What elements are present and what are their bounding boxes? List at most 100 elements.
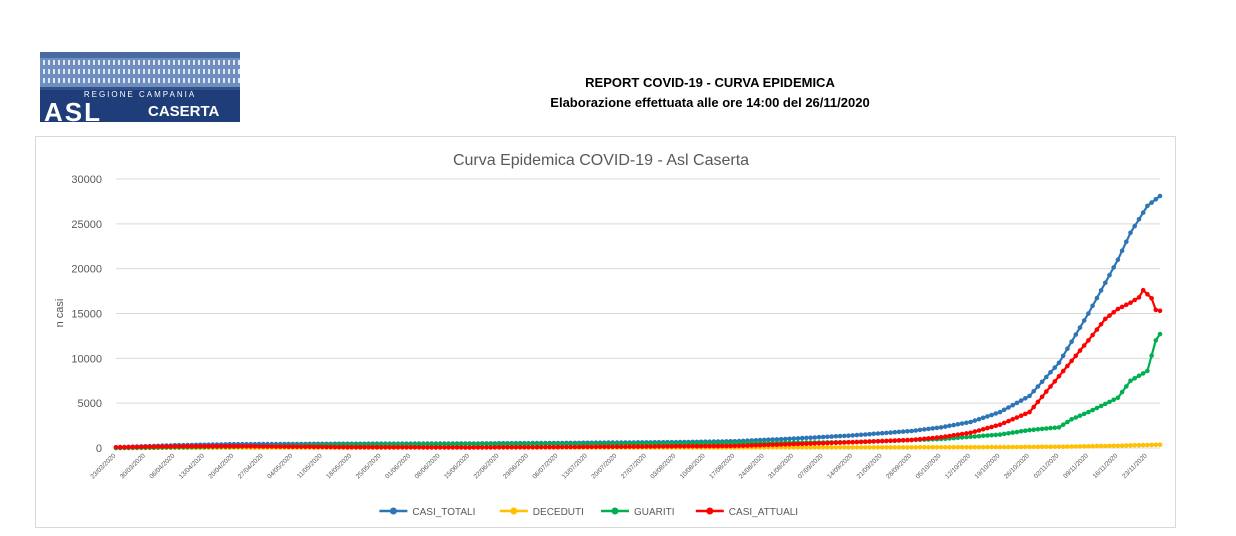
data-point <box>391 445 397 450</box>
data-point <box>934 425 940 431</box>
data-point <box>1153 197 1159 202</box>
y-tick-label: 25000 <box>71 219 102 231</box>
data-point <box>943 434 948 439</box>
x-tick-label: 29/06/2020 <box>502 452 530 480</box>
data-point <box>1145 368 1150 374</box>
x-tick-label: 13/07/2020 <box>561 452 589 480</box>
data-point <box>972 418 978 423</box>
data-point <box>922 436 927 442</box>
data-point <box>858 439 864 445</box>
data-point <box>922 445 927 450</box>
data-point <box>1090 332 1095 338</box>
data-point <box>799 441 805 447</box>
data-point <box>955 422 961 427</box>
legend-marker-guariti <box>611 507 619 515</box>
data-point <box>530 444 536 450</box>
data-point <box>1039 444 1045 450</box>
data-point <box>900 438 906 443</box>
data-point <box>863 432 868 437</box>
data-point <box>938 445 944 450</box>
x-tick-label: 22/06/2020 <box>473 452 501 480</box>
data-point <box>408 445 414 450</box>
data-point <box>854 445 860 450</box>
data-point <box>1023 396 1028 401</box>
data-point <box>1077 413 1083 419</box>
data-point <box>795 441 801 447</box>
data-point <box>1157 308 1163 314</box>
x-tick-label: 26/10/2020 <box>1003 452 1031 480</box>
data-point <box>265 444 270 449</box>
data-point <box>433 445 439 450</box>
data-point <box>261 444 266 449</box>
data-point <box>1107 272 1112 278</box>
data-point <box>1145 291 1150 297</box>
x-tick-label: 17/08/2020 <box>708 452 736 480</box>
data-point <box>774 442 780 448</box>
data-point <box>1111 397 1116 403</box>
data-point <box>850 445 855 450</box>
data-point <box>791 445 797 450</box>
data-point <box>976 428 982 433</box>
x-tick-label: 19/10/2020 <box>973 452 1001 480</box>
data-point <box>846 445 851 450</box>
data-point <box>206 444 211 449</box>
data-point <box>496 441 502 447</box>
data-point <box>160 444 165 449</box>
data-point <box>332 444 338 450</box>
data-point <box>854 432 860 438</box>
data-point <box>1086 444 1091 449</box>
data-point <box>168 444 173 449</box>
x-tick-label: 18/05/2020 <box>325 452 353 480</box>
data-point <box>307 444 312 450</box>
data-point <box>1060 422 1066 428</box>
data-point <box>795 436 801 441</box>
data-point <box>943 445 948 450</box>
x-tick-label: 25/05/2020 <box>355 452 383 480</box>
data-point <box>1018 398 1024 403</box>
data-point <box>155 444 161 449</box>
data-point <box>1056 360 1062 366</box>
data-point <box>1035 399 1041 405</box>
data-point <box>370 444 376 450</box>
data-point <box>791 441 797 447</box>
data-point <box>850 439 855 445</box>
legend: CASI_TOTALI DECEDUTI GUARITI CASI_ATTUALI <box>379 507 798 518</box>
data-point <box>513 445 519 450</box>
data-point <box>1136 373 1142 379</box>
data-point <box>879 445 885 450</box>
data-point <box>1023 411 1028 417</box>
data-point <box>846 440 851 445</box>
data-point <box>976 416 982 422</box>
data-point <box>1081 411 1087 417</box>
x-tick-label: 04/05/2020 <box>266 452 294 480</box>
data-point <box>1048 384 1053 389</box>
data-point <box>892 438 898 443</box>
x-tick-label: 06/07/2020 <box>531 452 559 480</box>
data-point <box>488 445 494 450</box>
data-point <box>374 445 380 450</box>
data-point <box>1132 376 1137 381</box>
x-tick-label: 30/03/2020 <box>119 452 147 480</box>
data-point <box>1111 310 1116 315</box>
data-point <box>787 436 792 442</box>
series-line-guariti <box>116 333 1161 450</box>
data-point <box>1090 303 1095 309</box>
data-point <box>930 445 935 450</box>
data-point <box>1014 415 1020 420</box>
data-point <box>555 444 561 450</box>
data-point <box>930 426 935 431</box>
data-point <box>943 424 948 429</box>
data-point <box>1098 403 1104 409</box>
data-point <box>404 445 409 450</box>
data-point <box>896 438 902 443</box>
data-point <box>884 438 889 444</box>
data-point <box>677 444 683 449</box>
data-point <box>231 443 237 449</box>
data-point <box>934 435 940 440</box>
data-point <box>875 431 881 436</box>
data-point <box>1052 425 1058 431</box>
data-point <box>1136 295 1142 300</box>
data-point <box>559 444 565 450</box>
data-point <box>475 441 481 447</box>
data-point <box>341 444 346 450</box>
